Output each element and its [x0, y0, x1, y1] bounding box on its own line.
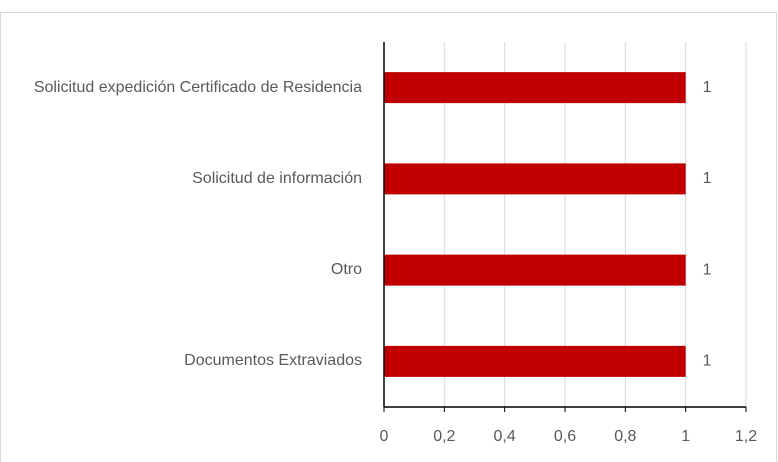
x-tick-label: 0,2: [433, 428, 455, 445]
bar: [384, 254, 686, 286]
category-label-box: Solicitud expedición Certificado de Resi…: [12, 77, 362, 99]
x-tick-label: 0,6: [554, 428, 576, 445]
data-label: 1: [703, 261, 712, 278]
chart-frame: [0, 12, 777, 462]
data-label: 1: [703, 79, 712, 96]
x-tick-label: 0,8: [614, 428, 636, 445]
x-tick-label: 0,4: [494, 428, 516, 445]
x-tick-label: 1: [681, 428, 690, 445]
x-tick-label: 1,2: [735, 428, 757, 445]
category-label-box: Documentos Extraviados: [12, 350, 362, 372]
y-tick-label: Documentos Extraviados: [184, 352, 362, 370]
x-tick-label: 0: [380, 428, 389, 445]
bar: [384, 345, 686, 377]
bar: [384, 72, 686, 104]
category-label-box: Otro: [12, 259, 362, 281]
bar: [384, 163, 686, 195]
data-label: 1: [703, 170, 712, 187]
y-tick-label: Solicitud expedición Certificado de Resi…: [33, 78, 362, 96]
y-tick-label: Otro: [330, 261, 362, 279]
y-tick-label: Solicitud de información: [192, 169, 362, 187]
data-label: 1: [703, 353, 712, 370]
category-label-box: Solicitud de información: [12, 168, 362, 190]
